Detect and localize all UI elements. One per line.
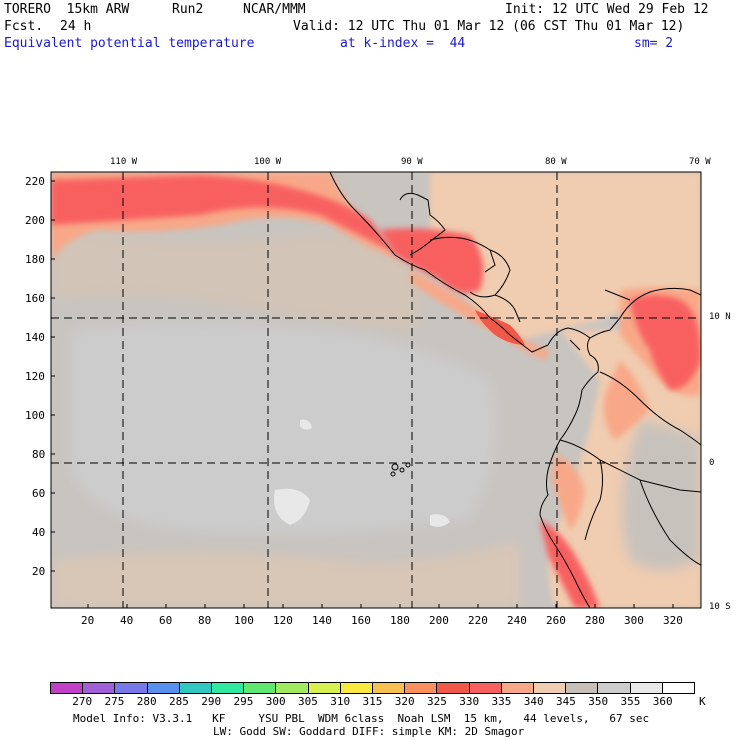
lon-label: 90 W [401, 157, 423, 167]
model-physics: LW: Godd SW: Goddard DIFF: simple KM: 2D… [213, 725, 525, 738]
colorbar-swatch [179, 683, 213, 693]
colorbar-swatch [598, 683, 631, 693]
coastlines [329, 172, 701, 608]
x-tick-label: 40 [120, 614, 134, 627]
x-tick-label: 120 [273, 614, 293, 627]
colorbar-swatch [83, 683, 116, 693]
model-name: TORERO 15km ARW [4, 2, 130, 17]
y-tick-label: 200 [25, 214, 45, 227]
temperature-field [51, 172, 701, 608]
x-tick-label: 220 [468, 614, 488, 627]
x-tick-label: 260 [546, 614, 566, 627]
valid-time: Valid: 12 UTC Thu 01 Mar 12 (06 CST Thu … [293, 19, 685, 34]
y-tick-label: 180 [25, 253, 45, 266]
forecast-label: Fcst. [4, 19, 44, 34]
lon-label: 100 W [254, 157, 282, 167]
x-tick-label: 140 [312, 614, 332, 627]
y-tick-label: 120 [25, 370, 45, 383]
colorbar-swatch [340, 683, 374, 693]
colorbar-label: 330 [459, 695, 480, 708]
run-label: Run2 [172, 2, 204, 17]
colorbar-swatch [405, 683, 438, 693]
colorbar-label: 300 [265, 695, 286, 708]
lat-label: 0 [709, 458, 715, 468]
colorbar-label: 280 [136, 695, 157, 708]
colorbar-label: 315 [362, 695, 383, 708]
smoothing-label: sm= 2 [634, 36, 674, 51]
colorbar-swatch [501, 683, 535, 693]
colorbar-swatch [244, 683, 277, 693]
colorbar-swatch [469, 683, 502, 693]
colorbar-label: 360 [652, 695, 673, 708]
colorbar-label: 350 [588, 695, 609, 708]
colorbar-label: 320 [394, 695, 415, 708]
y-tick-label: 220 [25, 175, 45, 188]
colorbar-label: 325 [427, 695, 447, 708]
colorbar-label: 335 [491, 695, 512, 708]
y-tick-label: 80 [32, 448, 46, 461]
colorbar-swatch [115, 683, 148, 693]
x-tick-label: 80 [198, 614, 212, 627]
colorbar-swatch [147, 683, 180, 693]
colorbar-label: 355 [620, 695, 641, 708]
x-tick-label: 180 [390, 614, 410, 627]
y-tick-label: 40 [32, 526, 46, 539]
field-name: Equivalent potential temperature [4, 36, 255, 51]
x-tick-label: 20 [81, 614, 95, 627]
colorbar-swatch [662, 683, 695, 693]
lat-label: 10 N [709, 312, 731, 322]
lat-label: 10 S [709, 602, 731, 612]
y-tick-label: 160 [25, 292, 45, 305]
y-tick-label: 60 [32, 487, 46, 500]
axis-ticks [51, 180, 674, 608]
x-tick-label: 320 [663, 614, 683, 627]
lon-label: 110 W [110, 157, 138, 167]
lon-label: 70 W [689, 157, 711, 167]
x-tick-label: 200 [429, 614, 449, 627]
colorbar-swatch [212, 683, 245, 693]
colorbar-swatch [276, 683, 309, 693]
forecast-hours: 24 h [60, 19, 92, 34]
colorbar-swatch [566, 683, 599, 693]
colorbar-label: 290 [201, 695, 222, 708]
y-tick-label: 100 [25, 409, 45, 422]
level-label: at k-index = 44 [340, 36, 466, 51]
colorbar-label: 295 [233, 695, 254, 708]
x-tick-label: 300 [624, 614, 644, 627]
colorbar-swatch [437, 683, 470, 693]
lon-label: 80 W [545, 157, 567, 167]
colorbar-label: 340 [523, 695, 544, 708]
model-info: Model Info: V3.3.1 KF YSU PBL WDM 6class… [73, 712, 650, 725]
x-tick-label: 280 [585, 614, 605, 627]
colorbar-swatch [51, 683, 84, 693]
colorbar-label: 270 [72, 695, 93, 708]
x-tick-label: 60 [159, 614, 173, 627]
colorbar-swatch [534, 683, 567, 693]
x-tick-label: 240 [507, 614, 527, 627]
plot-frame [50, 171, 702, 609]
center-label: NCAR/MMM [243, 2, 306, 17]
x-tick-label: 100 [234, 614, 254, 627]
lat-lon-grid [51, 172, 701, 608]
colorbar-swatch [308, 683, 341, 693]
colorbar-label: 285 [169, 695, 189, 708]
colorbar-label: 345 [556, 695, 576, 708]
colorbar-label: 310 [330, 695, 351, 708]
init-time: Init: 12 UTC Wed 29 Feb 12 [505, 2, 709, 17]
colorbar-swatch [373, 683, 406, 693]
y-tick-label: 140 [25, 331, 45, 344]
x-tick-label: 160 [351, 614, 371, 627]
colorbar-label: 305 [298, 695, 318, 708]
y-tick-label: 20 [32, 565, 46, 578]
colorbar-swatch [630, 683, 663, 693]
colorbar [50, 682, 695, 694]
colorbar-unit: K [699, 695, 706, 708]
colorbar-label: 275 [104, 695, 125, 708]
